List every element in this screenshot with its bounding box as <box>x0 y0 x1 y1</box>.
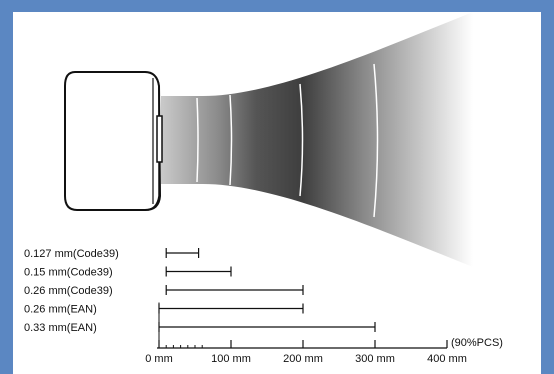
beam-zone-line <box>229 94 233 186</box>
scan-beam <box>161 12 473 267</box>
resolution-rows: 0.127 mm(Code39) 0.15 mm(Code39) 0.26 mm(C… <box>24 248 376 348</box>
beam-zone-lines <box>196 63 379 218</box>
tick-label: 200 mm <box>283 353 323 365</box>
scanner-icon <box>64 71 163 211</box>
resolution-label: 0.127 mm(Code39) <box>24 248 119 260</box>
resolution-label: 0.15 mm(Code39) <box>24 267 113 279</box>
range-bar <box>165 285 304 295</box>
tick-label: 100 mm <box>211 353 251 365</box>
distance-axis: 0 mm 100 mm 200 mm 300 mm 400 mm (90%PCS) <box>145 337 503 365</box>
axis-tick-labels: 0 mm 100 mm 200 mm 300 mm 400 mm <box>145 353 467 365</box>
range-bar <box>165 266 232 277</box>
resolution-label: 0.26 mm(EAN) <box>24 304 97 316</box>
beam-zone-line <box>299 83 304 197</box>
tick-label: 300 mm <box>355 353 395 365</box>
axis-major-ticks <box>158 340 448 348</box>
range-bar <box>158 322 376 332</box>
beam-zone-line <box>196 97 199 183</box>
scan-range-diagram: 0.127 mm(Code39) 0.15 mm(Code39) 0.26 mm(C… <box>24 12 503 365</box>
beam-zone-line <box>373 63 379 218</box>
tick-label: 400 mm <box>427 353 467 365</box>
tick-label: 0 mm <box>145 353 173 365</box>
range-bar <box>158 303 304 314</box>
diagram-frame: 0.127 mm(Code39) 0.15 mm(Code39) 0.26 mm(C… <box>13 12 541 374</box>
axis-note: (90%PCS) <box>451 337 503 349</box>
range-bar <box>165 248 200 258</box>
resolution-label: 0.33 mm(EAN) <box>24 322 97 334</box>
resolution-label: 0.26 mm(Code39) <box>24 285 113 297</box>
